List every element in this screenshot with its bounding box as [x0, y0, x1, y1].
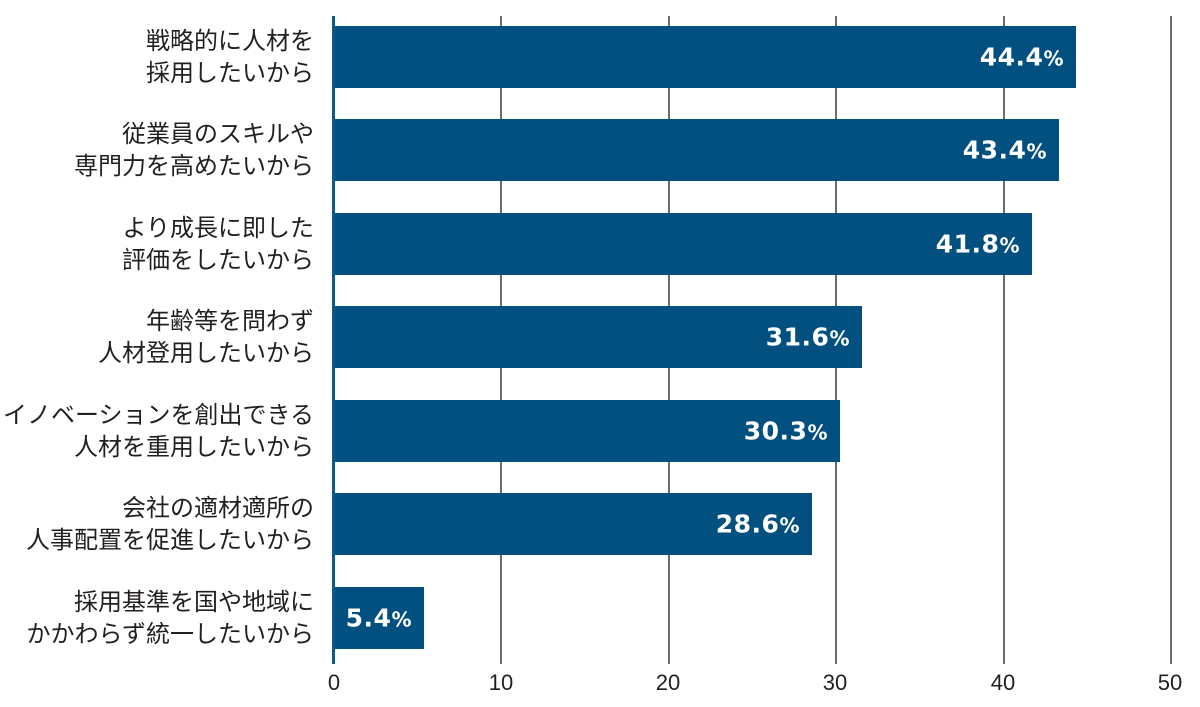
bar-value-label: 31.6% — [765, 322, 850, 352]
y-axis-line — [332, 16, 335, 664]
x-tick-label: 30 — [822, 670, 848, 695]
bar-5: 28.6% — [333, 493, 812, 555]
category-label-5: 会社の適材適所の 人事配置を促進したいから — [26, 494, 314, 554]
bar-value-label: 43.4% — [962, 135, 1047, 165]
x-tick-label: 10 — [488, 670, 514, 695]
category-label-6: 採用基準を国や地域に かかわらず統一したいから — [26, 588, 314, 648]
bar-value-label: 41.8% — [935, 229, 1020, 259]
category-label-1: 従業員のスキルや 専門力を高めたいから — [74, 120, 314, 180]
bar-0: 44.4% — [333, 26, 1076, 88]
x-tick-label: 40 — [990, 670, 1016, 695]
category-label-4: イノベーションを創出できる 人材を重用したいから — [2, 401, 314, 461]
bar-value-label: 44.4% — [979, 42, 1064, 72]
bar-2: 41.8% — [333, 213, 1032, 275]
bar-4: 30.3% — [333, 400, 840, 462]
bar-value-label: 5.4% — [345, 603, 412, 633]
category-label-3: 年齢等を問わず 人材登用したいから — [98, 307, 314, 367]
x-tick-label: 20 — [655, 670, 681, 695]
bar-value-label: 28.6% — [715, 509, 800, 539]
bar-value-label: 30.3% — [743, 416, 828, 446]
category-label-2: より成長に即した 評価をしたいから — [122, 214, 314, 274]
x-tick-label: 50 — [1157, 670, 1183, 695]
bar-6: 5.4% — [333, 587, 424, 649]
gridline-40 — [1003, 16, 1005, 664]
x-tick-label: 0 — [327, 670, 341, 695]
category-label-0: 戦略的に人材を 採用したいから — [146, 27, 314, 87]
bar-1: 43.4% — [333, 119, 1059, 181]
gridline-50 — [1170, 16, 1172, 664]
bar-3: 31.6% — [333, 306, 862, 368]
